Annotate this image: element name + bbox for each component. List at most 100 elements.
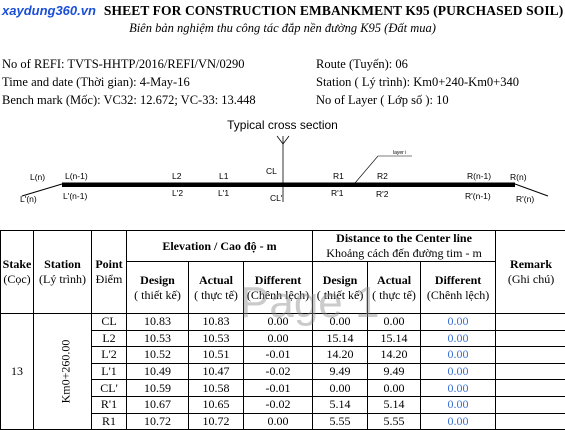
elev-diff-cell: -0.01 xyxy=(242,379,314,397)
remark-cell xyxy=(495,346,565,364)
elev-actual-cell: 10.53 xyxy=(188,329,244,348)
remark-cell xyxy=(495,362,565,381)
header-elev-actual: Actual( thực tế) xyxy=(188,261,244,314)
sheet-title: ACCEPTATION SHEET FOR CONSTRUCTION EMBAN… xyxy=(1,3,564,18)
label-ln-1: L(n-1) xyxy=(65,171,88,181)
remark-cell xyxy=(495,313,565,331)
dist-design-cell: 5.55 xyxy=(312,412,369,430)
elev-diff-cell: 0.00 xyxy=(242,313,314,331)
table-row: L2 10.53 10.53 0.00 15.14 15.14 0.00 xyxy=(1,329,565,348)
dist-actual-cell: 0.00 xyxy=(367,313,422,331)
label-rp2: R'2 xyxy=(376,189,389,199)
label-l2: L2 xyxy=(172,171,182,181)
label-clp: CL' xyxy=(270,193,283,203)
dist-design-cell: 0.00 xyxy=(312,379,369,397)
bench-mark: Bench mark (Mốc): VC32: 12.672; VC-33: 1… xyxy=(2,93,256,107)
elev-diff-cell: -0.02 xyxy=(242,395,314,414)
dist-actual-cell: 5.55 xyxy=(367,412,422,430)
point-cell: CL xyxy=(91,313,127,331)
sheet-subtitle: Biên bản nghiệm thu công tác đắp nền đườ… xyxy=(129,21,436,35)
elev-design-cell: 10.72 xyxy=(126,412,189,430)
header-remark: Remark (Ghi chú) xyxy=(495,230,565,314)
callout-label: layer i xyxy=(393,150,406,156)
dist-design-cell: 5.14 xyxy=(312,395,369,414)
label-r1: R1 xyxy=(333,171,344,181)
dist-diff-cell: 0.00 xyxy=(420,362,497,381)
elev-design-cell: 10.49 xyxy=(126,362,189,381)
header-point: Point Điểm xyxy=(91,230,127,314)
dist-design-cell: 9.49 xyxy=(312,362,369,381)
label-ln: L(n) xyxy=(30,172,45,182)
label-rpn: R'(n) xyxy=(516,194,534,204)
header-stake: Stake (Cọc) xyxy=(0,230,34,314)
point-cell: L'1 xyxy=(91,362,127,381)
label-cl: CL xyxy=(266,166,277,176)
dist-design-cell: 15.14 xyxy=(312,329,369,348)
table-row: R1 10.72 10.72 0.00 5.55 5.55 0.00 xyxy=(1,412,565,430)
callout-leader xyxy=(354,155,379,184)
stake-cell: 13 xyxy=(0,312,34,430)
header-station: Station (Lý trình) xyxy=(33,230,92,314)
cross-section-title: Typical cross section xyxy=(227,118,338,132)
label-l1: L1 xyxy=(219,171,229,181)
site-logo: xaydung360.vn xyxy=(2,3,100,18)
dist-design-cell: 0.00 xyxy=(312,313,369,331)
measurement-table: Stake (Cọc) Station (Lý trình) Point Điểm E… xyxy=(0,230,565,430)
station-cell: Km0+260.00 xyxy=(33,312,92,430)
dist-diff-cell: 0.00 xyxy=(420,395,497,414)
header-elev-different: Different (Chênh lệch) xyxy=(242,261,314,314)
dist-diff-cell: 0.00 xyxy=(420,379,497,397)
point-cell: L'2 xyxy=(91,346,127,364)
remark-cell xyxy=(495,329,565,348)
dist-diff-cell: 0.00 xyxy=(420,313,497,331)
elev-actual-cell: 10.58 xyxy=(188,379,244,397)
dist-actual-cell: 14.20 xyxy=(367,346,422,364)
header-elev-design: Design( thiết kế) xyxy=(126,261,189,314)
elev-design-cell: 10.53 xyxy=(126,329,189,348)
centerline-arrow-icon xyxy=(276,135,290,145)
refi-number: No of REFI: TVTS-HHTP/2016/REFI/VN/0290 xyxy=(2,57,245,71)
elev-actual-cell: 10.51 xyxy=(188,346,244,364)
label-rpn-1: R'(n-1) xyxy=(465,191,491,201)
elev-actual-cell: 10.72 xyxy=(188,412,244,430)
elev-actual-cell: 10.83 xyxy=(188,313,244,331)
dist-diff-cell: 0.00 xyxy=(420,412,497,430)
layer-number: No of Layer ( Lớp số ): 10 xyxy=(316,93,449,107)
dist-design-cell: 14.20 xyxy=(312,346,369,364)
point-cell: R'1 xyxy=(91,395,127,414)
elev-actual-cell: 10.47 xyxy=(188,362,244,381)
elev-design-cell: 10.67 xyxy=(126,395,189,414)
route: Route (Tuyến): 06 xyxy=(316,57,408,71)
remark-cell xyxy=(495,379,565,397)
header-dist-design: Design( thiết kế) xyxy=(312,261,369,314)
header-dist-different: Different (Chênh lệch) xyxy=(420,261,497,314)
time-date: Time and date (Thời gian): 4-May-16 xyxy=(2,75,190,89)
label-lp1: L'1 xyxy=(218,188,229,198)
point-cell: L2 xyxy=(91,329,127,348)
elev-design-cell: 10.52 xyxy=(126,346,189,364)
dist-actual-cell: 5.14 xyxy=(367,395,422,414)
label-rn: R(n) xyxy=(510,172,527,182)
elev-diff-cell: -0.01 xyxy=(242,346,314,364)
elev-design-cell: 10.83 xyxy=(126,313,189,331)
point-cell: R1 xyxy=(91,412,127,430)
header-elevation: Elevation / Cao độ - m xyxy=(125,230,314,262)
header-distance: Distance to the Center line Khoảng cách đ… xyxy=(312,230,497,262)
elev-diff-cell: -0.02 xyxy=(242,362,314,381)
right-slope xyxy=(514,183,549,197)
remark-cell xyxy=(495,412,565,430)
dist-actual-cell: 9.49 xyxy=(367,362,422,381)
table-row: L'2 10.52 10.51 -0.01 14.20 14.20 0.00 xyxy=(1,346,565,364)
cross-section-diagram: layer i L(n) L(n-1) L2 L1 CL R1 R2 R(n-1… xyxy=(20,135,549,204)
table-row: L'1 10.49 10.47 -0.02 9.49 9.49 0.00 xyxy=(1,362,565,381)
header-dist-actual: Actual( thực tế) xyxy=(367,261,422,314)
dist-diff-cell: 0.00 xyxy=(420,329,497,348)
point-cell: CL' xyxy=(91,379,127,397)
table-row: 13 Km0+260.00 CL 10.83 10.83 0.00 0.00 0… xyxy=(0,312,565,430)
label-rp1: R'1 xyxy=(331,188,344,198)
left-slope xyxy=(21,183,63,197)
label-lp2: L'2 xyxy=(172,188,183,198)
dist-actual-cell: 15.14 xyxy=(367,329,422,348)
label-r2: R2 xyxy=(377,171,388,181)
label-lpn: L'(n) xyxy=(20,194,37,204)
